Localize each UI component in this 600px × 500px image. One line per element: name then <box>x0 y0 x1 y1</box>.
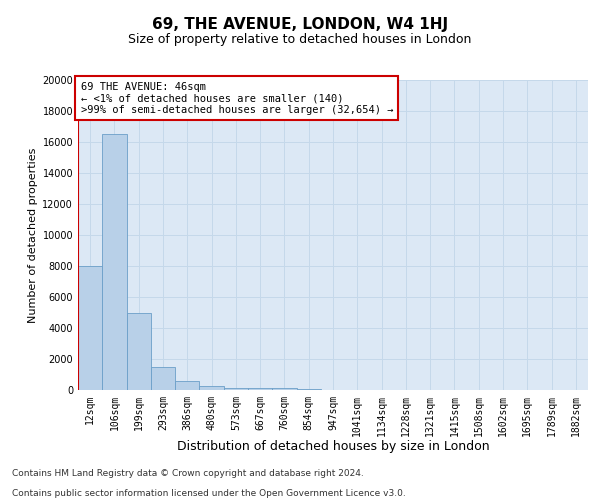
Bar <box>272 388 296 390</box>
Bar <box>151 367 175 390</box>
Y-axis label: Number of detached properties: Number of detached properties <box>28 148 38 322</box>
Bar <box>102 134 127 390</box>
Bar <box>78 266 102 390</box>
Text: Contains public sector information licensed under the Open Government Licence v3: Contains public sector information licen… <box>12 488 406 498</box>
Bar <box>199 386 224 390</box>
Bar <box>224 388 248 390</box>
Bar <box>127 312 151 390</box>
Bar <box>248 388 272 390</box>
Bar <box>296 389 321 390</box>
Text: 69, THE AVENUE, LONDON, W4 1HJ: 69, THE AVENUE, LONDON, W4 1HJ <box>152 18 448 32</box>
Text: Contains HM Land Registry data © Crown copyright and database right 2024.: Contains HM Land Registry data © Crown c… <box>12 468 364 477</box>
Bar <box>175 380 199 390</box>
X-axis label: Distribution of detached houses by size in London: Distribution of detached houses by size … <box>176 440 490 453</box>
Text: Size of property relative to detached houses in London: Size of property relative to detached ho… <box>128 32 472 46</box>
Text: 69 THE AVENUE: 46sqm
← <1% of detached houses are smaller (140)
>99% of semi-det: 69 THE AVENUE: 46sqm ← <1% of detached h… <box>80 82 393 115</box>
